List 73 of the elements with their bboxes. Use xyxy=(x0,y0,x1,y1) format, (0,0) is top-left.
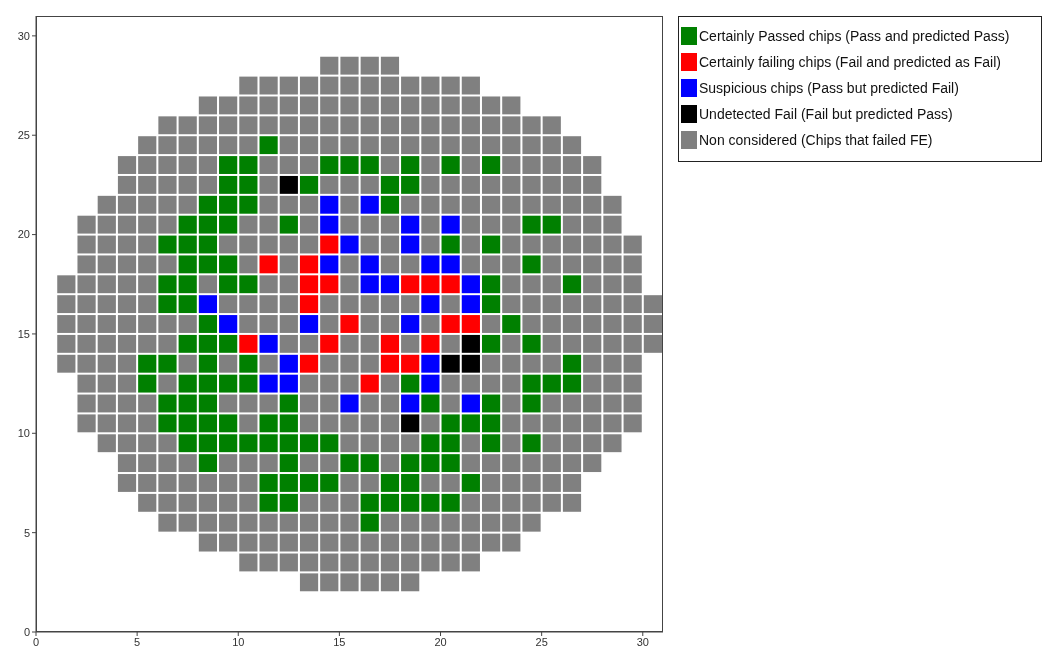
point xyxy=(380,334,400,353)
y-tick-label: 5 xyxy=(23,526,30,539)
point xyxy=(259,255,278,274)
point xyxy=(421,374,440,393)
legend-label: Non considered (Chips that failed FE) xyxy=(699,132,933,148)
point xyxy=(299,295,319,314)
point xyxy=(441,275,460,294)
x-tick-label: 5 xyxy=(134,635,141,648)
point xyxy=(340,315,359,333)
point xyxy=(299,354,319,373)
point xyxy=(461,295,480,314)
point xyxy=(360,195,379,214)
legend-label: Certainly failing chips (Fail and predicted as Fail) xyxy=(699,54,1001,70)
point xyxy=(320,255,339,274)
point xyxy=(421,295,440,314)
point xyxy=(461,394,480,413)
point xyxy=(340,394,359,413)
point xyxy=(461,354,480,373)
point xyxy=(441,255,460,274)
point xyxy=(259,334,278,353)
point xyxy=(239,334,258,353)
y-tick-label: 15 xyxy=(17,327,30,340)
point xyxy=(279,175,298,194)
point xyxy=(360,275,379,294)
point xyxy=(299,275,319,294)
point xyxy=(320,334,339,353)
point xyxy=(380,275,400,294)
point xyxy=(461,275,480,294)
point xyxy=(461,334,480,353)
point xyxy=(360,374,379,393)
point xyxy=(320,195,339,214)
point xyxy=(421,275,440,294)
point xyxy=(441,315,460,333)
x-tick-label: 10 xyxy=(232,635,245,648)
point xyxy=(380,354,400,373)
point xyxy=(320,235,339,254)
x-tick-label: 30 xyxy=(636,635,649,648)
point xyxy=(401,275,420,294)
point xyxy=(421,354,440,373)
x-tick-label: 20 xyxy=(434,635,447,648)
y-tick-label: 10 xyxy=(17,427,30,440)
point xyxy=(279,354,298,373)
x-tick-label: 15 xyxy=(333,635,346,648)
point xyxy=(441,215,460,234)
legend-label: Undetected Fail (Fail but predicted Pass) xyxy=(699,106,953,122)
point xyxy=(299,255,319,274)
y-tick-label: 25 xyxy=(17,129,30,142)
point xyxy=(279,374,298,393)
x-tick-label: 25 xyxy=(535,635,548,648)
point xyxy=(259,374,278,393)
point xyxy=(401,235,420,254)
x-tick-label: 0 xyxy=(32,635,40,648)
point xyxy=(461,315,480,333)
point xyxy=(340,235,359,254)
point xyxy=(421,334,440,353)
point xyxy=(401,315,420,333)
point xyxy=(299,315,319,333)
point xyxy=(320,215,339,234)
point xyxy=(320,275,339,294)
point xyxy=(401,354,420,373)
point xyxy=(421,255,440,274)
y-tick-label: 20 xyxy=(17,228,30,241)
legend-label: Certainly Passed chips (Pass and predicted Pass) xyxy=(699,28,1010,44)
point xyxy=(441,354,460,373)
y-tick-label: 30 xyxy=(17,29,30,42)
point xyxy=(198,295,218,314)
point xyxy=(360,255,379,274)
point xyxy=(219,315,238,333)
point xyxy=(401,394,420,413)
point xyxy=(401,414,420,433)
y-tick-label: 0 xyxy=(23,625,30,638)
legend-label: Suspicious chips (Pass but predicted Fail) xyxy=(699,80,959,96)
point xyxy=(401,215,420,234)
